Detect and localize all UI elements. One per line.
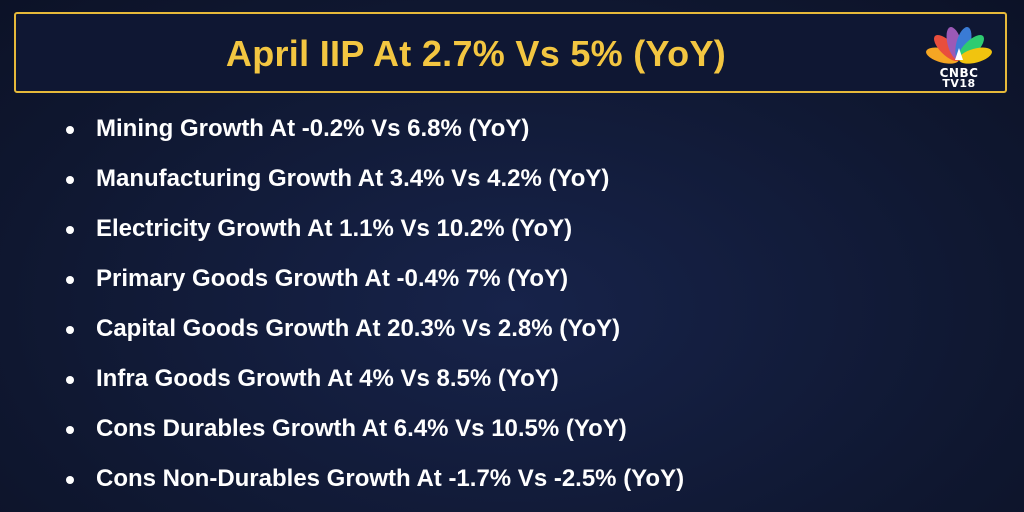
bullet-icon: [66, 426, 74, 434]
bullet-icon: [66, 176, 74, 184]
bullet-icon: [66, 476, 74, 484]
list-item-text: Cons Non-Durables Growth At -1.7% Vs -2.…: [96, 465, 685, 492]
logo-text-cnbc: CNBC: [939, 66, 979, 80]
list-item-text: Electricity Growth At 1.1% Vs 10.2% (YoY…: [96, 215, 573, 242]
logo-text-tv18: TV18: [942, 77, 976, 90]
bullet-icon: [66, 376, 74, 384]
list-item-text: Mining Growth At -0.2% Vs 6.8% (YoY): [96, 115, 530, 142]
bullet-icon: [66, 126, 74, 134]
list-item-text: Capital Goods Growth At 20.3% Vs 2.8% (Y…: [96, 315, 621, 342]
bullet-icon: [66, 276, 74, 284]
cnbc-tv18-logo: CNBC TV18: [923, 20, 995, 90]
list-item-text: Infra Goods Growth At 4% Vs 8.5% (YoY): [96, 365, 559, 392]
page-title: April IIP At 2.7% Vs 5% (YoY): [225, 33, 727, 74]
list-item-text: Cons Durables Growth At 6.4% Vs 10.5% (Y…: [96, 415, 627, 442]
bullet-icon: [66, 226, 74, 234]
list-item-text: Primary Goods Growth At -0.4% 7% (YoY): [96, 265, 569, 292]
list-item-text: Manufacturing Growth At 3.4% Vs 4.2% (Yo…: [96, 165, 610, 192]
title-banner: April IIP At 2.7% Vs 5% (YoY) CNBC TV18: [14, 12, 1007, 93]
cnbc-peacock-icon: [926, 27, 992, 64]
bullet-icon: [66, 326, 74, 334]
